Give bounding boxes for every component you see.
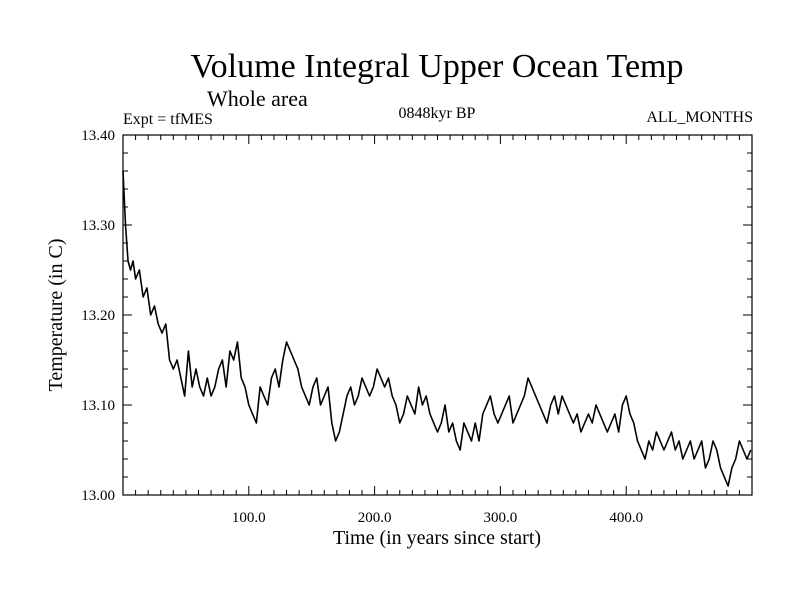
- chart-title: Volume Integral Upper Ocean Temp: [191, 48, 684, 85]
- x-tick-label: 400.0: [609, 510, 643, 526]
- chart-subtitle: Whole area: [207, 86, 308, 111]
- x-axis-label: Time (in years since start): [333, 527, 541, 549]
- x-tick-label: 200.0: [358, 510, 392, 526]
- months-label: ALL_MONTHS: [646, 109, 753, 126]
- y-tick-label: 13.10: [81, 398, 115, 414]
- y-tick-label: 13.30: [81, 218, 115, 234]
- axis-ticks: [123, 135, 752, 495]
- x-tick-label: 100.0: [232, 510, 266, 526]
- temperature-series-line: [122, 170, 752, 487]
- expt-label: Expt = tfMES: [123, 111, 213, 128]
- y-tick-label: 13.40: [81, 128, 115, 144]
- y-tick-label: 13.00: [81, 488, 115, 504]
- x-tick-label: 300.0: [484, 510, 518, 526]
- period-label: 0848kyr BP: [399, 105, 476, 122]
- y-axis-label: Temperature (in C): [45, 239, 67, 392]
- tick-labels: 100.0 200.0 300.0 400.0 13.00 13.10 13.20 13.30…: [81, 128, 643, 526]
- y-tick-label: 13.20: [81, 308, 115, 324]
- plot-frame: [122, 134, 753, 496]
